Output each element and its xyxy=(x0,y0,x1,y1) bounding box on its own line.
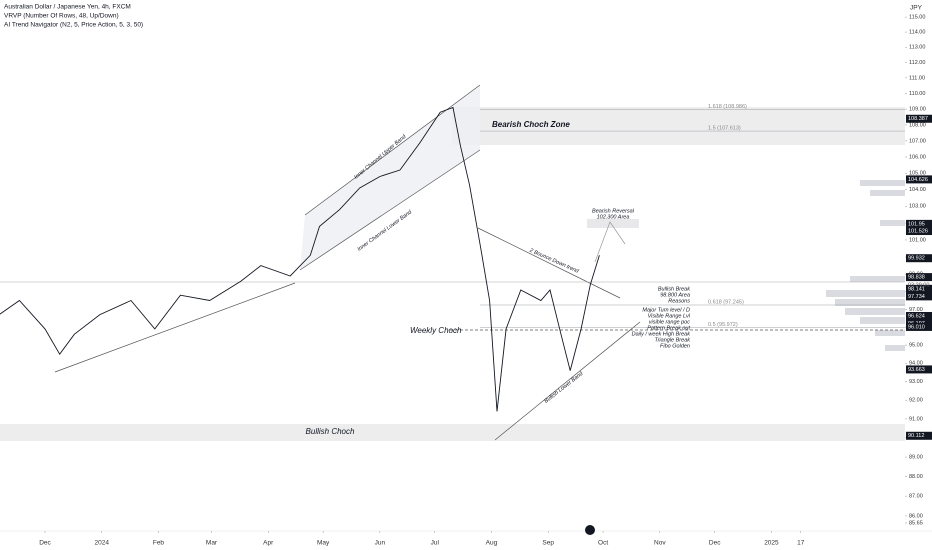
price-tag-label: 108.387 xyxy=(908,116,928,122)
fib-label: 0.5 (95.972) xyxy=(708,322,738,328)
annotation: Bullish Break xyxy=(658,286,690,292)
annotation: Bearish Reversal xyxy=(592,208,635,214)
x-tick-label: 2025 xyxy=(764,540,779,547)
channel xyxy=(300,85,480,270)
price-tag-label: 96.010 xyxy=(908,324,925,330)
y-tick-label: 87.00 xyxy=(909,494,923,500)
annotation: 102.300 Area xyxy=(597,214,630,220)
x-tick-label: Dec xyxy=(39,540,51,547)
x-tick-label: Feb xyxy=(153,540,165,547)
x-tick-label: Nov xyxy=(654,540,666,547)
price-tag-label: 104.626 xyxy=(908,177,928,183)
y-tick-label: 114.00 xyxy=(909,30,925,36)
annotation: Bullish Choch xyxy=(306,427,355,436)
price-tag-label: 101.526 xyxy=(908,228,928,234)
y-tick-label: 97.00 xyxy=(909,307,923,313)
annotation: Triangle Break xyxy=(655,337,691,343)
annotation: visible range poc xyxy=(649,319,691,325)
y-tick-label: 88.00 xyxy=(909,474,923,480)
y-tick-label: 94.00 xyxy=(909,361,923,367)
price-tag-label: 90.112 xyxy=(908,433,924,439)
price-line xyxy=(0,106,600,412)
x-tick-label: Jun xyxy=(375,540,386,547)
y-tick-label: 107.00 xyxy=(909,138,926,144)
y-tick-label: 104.00 xyxy=(909,187,926,193)
reversal-box xyxy=(587,219,639,228)
x-tick-label: Oct xyxy=(598,540,608,547)
x-tick-label: Aug xyxy=(486,540,498,547)
y-tick-label: 112.00 xyxy=(909,60,925,66)
y-tick-label: 110.00 xyxy=(909,91,925,97)
x-tick-label: Dec xyxy=(709,540,721,547)
price-tag xyxy=(906,219,932,228)
x-tick-label: May xyxy=(317,540,330,547)
price-tag xyxy=(906,292,932,301)
price-tag xyxy=(906,273,932,282)
volume-profile xyxy=(826,180,905,351)
y-tick-label: 111.00 xyxy=(909,75,925,81)
y-tick-label: 95.00 xyxy=(909,343,923,349)
annotation: Visible Range Lvl xyxy=(648,313,691,319)
price-tag xyxy=(906,311,932,320)
y-tick-label: 106.00 xyxy=(909,154,926,160)
price-tag-label: 97.734 xyxy=(908,294,925,300)
currency: JPY xyxy=(910,5,923,12)
chart-title: Australian Dollar / Japanese Yen, 4h, FX… xyxy=(4,4,131,11)
indicator: AI Trend Navigator (N2, 5, Price Action,… xyxy=(4,22,143,29)
indicator: VRVP (Number Of Rows, 48, Up/Down) xyxy=(4,13,119,20)
price-tag xyxy=(906,114,932,123)
x-tick-label: 2024 xyxy=(95,540,110,547)
y-tick-label: 113.00 xyxy=(909,45,925,51)
y-tick-label: 92.00 xyxy=(909,398,923,404)
price-tag xyxy=(906,365,932,374)
annotation: Weekly Choch xyxy=(410,326,462,335)
price-tag xyxy=(906,175,932,184)
price-tag xyxy=(906,285,932,294)
trendlines xyxy=(0,84,905,441)
price-tag-label: 99.932 xyxy=(908,256,925,262)
fib-label: 1.5 (107.613) xyxy=(708,126,741,132)
y-tick-label: 85.65 xyxy=(909,520,923,526)
annotation: Pattern Break out xyxy=(647,325,690,331)
y-tick-label: 109.00 xyxy=(909,107,926,113)
y-tick-label: 108.00 xyxy=(909,122,926,128)
bearish-zone xyxy=(452,107,905,145)
y-tick-label: 101.00 xyxy=(909,237,926,243)
y-tick-label: 103.00 xyxy=(909,204,926,210)
fib-label: 1.618 (108.986) xyxy=(708,104,747,110)
logo xyxy=(585,525,595,535)
countdown: 03:29:00 xyxy=(908,283,929,289)
x-tick-label: 17 xyxy=(797,540,805,547)
price-tag-label: 93.663 xyxy=(908,367,925,373)
price-tag-label: 101.95 xyxy=(908,221,925,227)
price-tag xyxy=(906,322,932,331)
y-tick-label: 105.00 xyxy=(909,171,926,177)
price-tag xyxy=(906,254,932,263)
x-tick-label: Sep xyxy=(542,540,554,547)
price-tag-label: 98.838 xyxy=(908,275,925,281)
price-tag xyxy=(906,431,932,440)
annotation: Reasons xyxy=(668,298,690,304)
x-tick-label: Jul xyxy=(431,540,440,547)
price-tag xyxy=(906,227,932,236)
y-tick-label: 91.00 xyxy=(909,416,923,422)
y-tick-label: 86.00 xyxy=(909,513,923,519)
annotation: Bearish Choch Zone xyxy=(492,120,570,129)
price-tag-label: 96.624 xyxy=(908,313,925,319)
annotation: Major Turn level / D xyxy=(642,307,690,313)
price-tag-label: 98.141 xyxy=(908,287,925,293)
y-tick-label: 115.00 xyxy=(909,15,925,21)
fib-label: 0.618 (97.245) xyxy=(708,299,744,305)
y-tick-label: 93.00 xyxy=(909,379,923,385)
bullish-zone xyxy=(0,424,905,441)
annotation: Fibo Golden xyxy=(660,343,690,349)
x-tick-label: Apr xyxy=(263,540,274,547)
x-tick-label: Mar xyxy=(206,540,218,547)
y-tick-label: 89.00 xyxy=(909,455,923,461)
annotation: 98.800 Area xyxy=(660,292,690,298)
annotation: Daily / week High Break xyxy=(632,331,691,337)
